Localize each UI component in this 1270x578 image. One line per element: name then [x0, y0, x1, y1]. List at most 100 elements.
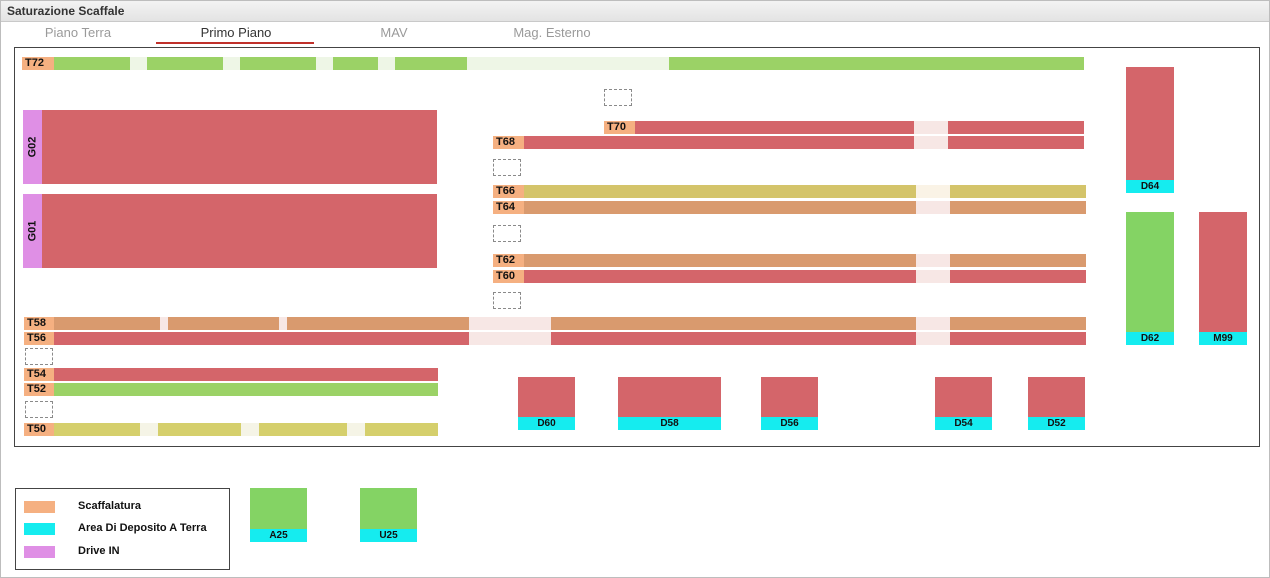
deposit-u25[interactable]: U25: [360, 488, 417, 543]
drive-in-area-g01[interactable]: [42, 194, 437, 268]
shelf-segment[interactable]: [950, 332, 1086, 345]
active-tab-indicator: [156, 42, 314, 44]
shelf-label-t66[interactable]: T66: [493, 185, 524, 198]
shelf-segment[interactable]: [950, 201, 1086, 214]
shelf-segment[interactable]: [54, 317, 160, 330]
shelf-label-t64[interactable]: T64: [493, 201, 524, 214]
shelf-segment[interactable]: [54, 423, 140, 436]
shelf-label-t58[interactable]: T58: [24, 317, 54, 330]
deposit-label: D52: [1028, 417, 1085, 430]
deposit-d52[interactable]: D52: [1028, 377, 1085, 431]
shelf-segment[interactable]: [916, 254, 950, 267]
tab-piano-terra[interactable]: Piano Terra: [44, 25, 112, 40]
shelf-segment[interactable]: [279, 317, 287, 330]
deposit-d54[interactable]: D54: [935, 377, 992, 431]
shelf-segment[interactable]: [950, 270, 1086, 283]
shelf-segment[interactable]: [916, 317, 950, 330]
deposit-fill: [1199, 212, 1247, 332]
deposit-fill: [1028, 377, 1085, 417]
deposit-d56[interactable]: D56: [761, 377, 818, 431]
deposit-label: D56: [761, 417, 818, 430]
shelf-segment[interactable]: [950, 317, 1086, 330]
shelf-label-t60[interactable]: T60: [493, 270, 524, 283]
shelf-segment[interactable]: [948, 136, 1084, 149]
shelf-segment[interactable]: [551, 332, 916, 345]
shelf-segment[interactable]: [54, 332, 469, 345]
legend-swatch: [24, 546, 55, 558]
shelf-label-t54[interactable]: T54: [24, 368, 54, 381]
drive-in-label-g01[interactable]: G01: [23, 194, 42, 268]
deposit-label: D54: [935, 417, 992, 430]
shelf-segment[interactable]: [916, 332, 950, 345]
shelf-segment[interactable]: [467, 57, 669, 70]
legend-swatch: [24, 523, 55, 535]
shelf-segment[interactable]: [316, 57, 333, 70]
shelf-segment[interactable]: [240, 57, 316, 70]
shelf-segment[interactable]: [469, 332, 551, 345]
shelf-label-t50[interactable]: T50: [24, 423, 54, 436]
deposit-d62[interactable]: D62: [1126, 212, 1174, 346]
shelf-segment[interactable]: [223, 57, 240, 70]
shelf-segment[interactable]: [130, 57, 147, 70]
deposit-label: D60: [518, 417, 575, 430]
shelf-label-t68[interactable]: T68: [493, 136, 524, 149]
shelf-segment[interactable]: [524, 185, 916, 198]
shelf-segment[interactable]: [914, 136, 948, 149]
shelf-segment[interactable]: [287, 317, 469, 330]
title-bar: Saturazione Scaffale: [1, 1, 1269, 22]
tab-mag-esterno[interactable]: Mag. Esterno: [513, 25, 591, 40]
tab-mav[interactable]: MAV: [380, 25, 408, 40]
deposit-label: D62: [1126, 332, 1174, 345]
shelf-segment[interactable]: [347, 423, 365, 436]
deposit-d58[interactable]: D58: [618, 377, 721, 431]
shelf-segment[interactable]: [378, 57, 395, 70]
shelf-segment[interactable]: [524, 136, 914, 149]
shelf-segment[interactable]: [524, 254, 916, 267]
deposit-label: U25: [360, 529, 417, 542]
shelf-segment[interactable]: [916, 201, 950, 214]
shelf-segment[interactable]: [524, 270, 916, 283]
shelf-segment[interactable]: [140, 423, 158, 436]
shelf-segment[interactable]: [241, 423, 259, 436]
shelf-segment[interactable]: [469, 317, 551, 330]
shelf-segment[interactable]: [524, 201, 916, 214]
shelf-segment[interactable]: [635, 121, 914, 134]
shelf-segment[interactable]: [948, 121, 1084, 134]
shelf-segment[interactable]: [158, 423, 241, 436]
shelf-segment[interactable]: [160, 317, 168, 330]
shelf-label-t56[interactable]: T56: [24, 332, 54, 345]
deposit-label: M99: [1199, 332, 1247, 345]
deposit-fill: [1126, 67, 1174, 180]
shelf-segment[interactable]: [54, 368, 438, 381]
shelf-segment[interactable]: [916, 185, 950, 198]
deposit-d64[interactable]: D64: [1126, 67, 1174, 194]
shelf-label-t62[interactable]: T62: [493, 254, 524, 267]
tab-primo-piano[interactable]: Primo Piano: [200, 25, 272, 40]
empty-slot: [25, 348, 53, 365]
drive-in-area-g02[interactable]: [42, 110, 437, 184]
shelf-segment[interactable]: [168, 317, 279, 330]
shelf-label-t70[interactable]: T70: [604, 121, 635, 134]
shelf-segment[interactable]: [54, 383, 438, 396]
legend-swatch: [24, 501, 55, 513]
shelf-segment[interactable]: [333, 57, 378, 70]
shelf-segment[interactable]: [54, 57, 130, 70]
deposit-d60[interactable]: D60: [518, 377, 575, 431]
deposit-a25[interactable]: A25: [250, 488, 307, 543]
deposit-m99[interactable]: M99: [1199, 212, 1247, 346]
shelf-label-t52[interactable]: T52: [24, 383, 54, 396]
legend-label: Drive IN: [78, 545, 120, 557]
shelf-segment[interactable]: [147, 57, 223, 70]
shelf-segment[interactable]: [259, 423, 347, 436]
shelf-segment[interactable]: [916, 270, 950, 283]
shelf-label-t72[interactable]: T72: [22, 57, 54, 70]
drive-in-label-g02[interactable]: G02: [23, 110, 42, 184]
shelf-segment[interactable]: [551, 317, 916, 330]
shelf-segment[interactable]: [950, 254, 1086, 267]
shelf-segment[interactable]: [669, 57, 1084, 70]
shelf-segment[interactable]: [365, 423, 438, 436]
empty-slot: [493, 225, 521, 242]
shelf-segment[interactable]: [914, 121, 948, 134]
shelf-segment[interactable]: [950, 185, 1086, 198]
shelf-segment[interactable]: [395, 57, 467, 70]
